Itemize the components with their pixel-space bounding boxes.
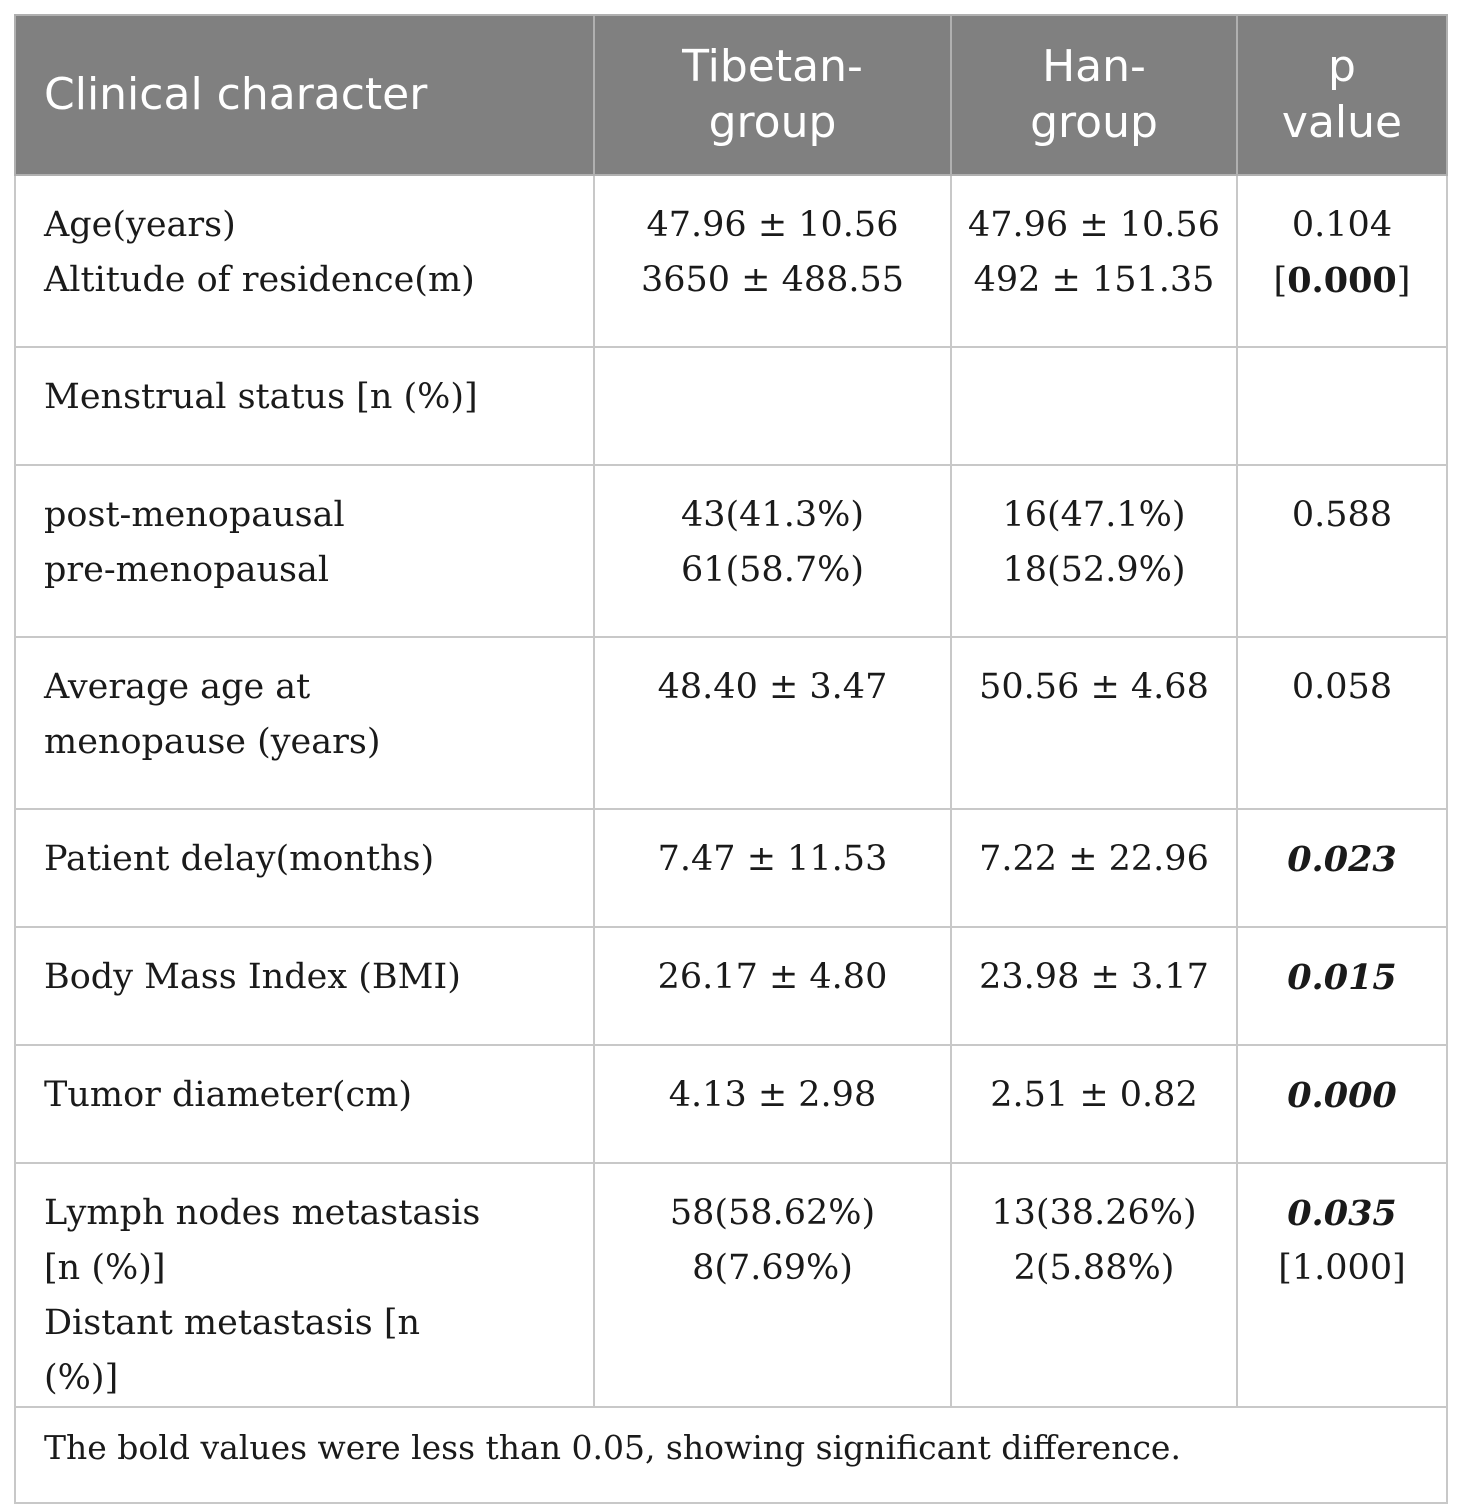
cell-value: 3650 ± 488.55 (640, 260, 905, 300)
cell-value-bracketed: [0.000] (1248, 253, 1436, 309)
header-col3-line1: Han- (1042, 41, 1146, 92)
cell-value: 8(7.69%) (692, 1248, 853, 1288)
cell-value: 16(47.1%) (1002, 495, 1186, 535)
label-age: Age(years) (44, 205, 236, 245)
tibetan-cell (593, 346, 952, 466)
header-col2-line1: Tibetan- (682, 41, 863, 92)
tibetan-cell: 43(41.3%) 61(58.7%) (593, 464, 952, 638)
cell-value: 0.104 (1291, 205, 1393, 245)
tibetan-cell: 26.17 ± 4.80 (593, 926, 952, 1046)
header-han-group: Han- group (950, 14, 1238, 176)
p-value-cell: 0.035 [1.000] (1236, 1162, 1448, 1408)
cell-value: 492 ± 151.35 (973, 260, 1215, 300)
tibetan-cell: 58(58.62%) 8(7.69%) (593, 1162, 952, 1408)
cell-value: 50.56 ± 4.68 (979, 667, 1209, 707)
han-cell: 47.96 ± 10.56 492 ± 151.35 (950, 174, 1238, 348)
han-cell: 16(47.1%) 18(52.9%) (950, 464, 1238, 638)
cell-value: [1.000] (1278, 1248, 1406, 1288)
cell-value: 43(41.3%) (680, 495, 865, 535)
bracket-open: [ (1273, 261, 1288, 301)
label-average-age-menopause: Average age at menopause (years) (44, 667, 381, 762)
clinical-characteristics-table: Clinical character Tibetan- group Han- g… (14, 14, 1448, 1504)
tibetan-cell: 48.40 ± 3.47 (593, 636, 952, 810)
bold-value: 0.000 (1287, 260, 1397, 301)
header-clinical-character: Clinical character (14, 14, 595, 176)
p-value-cell: 0.023 (1236, 808, 1448, 928)
p-value-cell: 0.588 (1236, 464, 1448, 638)
row-label: Body Mass Index (BMI) (14, 926, 595, 1046)
table-row: Age(years) Altitude of residence(m) 47.9… (14, 174, 1448, 348)
table-row: Patient delay(months) 7.47 ± 11.53 7.22 … (14, 808, 1448, 928)
cell-value: 48.40 ± 3.47 (657, 667, 888, 707)
cell-value: 23.98 ± 3.17 (979, 957, 1209, 997)
label-tumor-diameter: Tumor diameter(cm) (44, 1075, 412, 1115)
tibetan-cell: 4.13 ± 2.98 (593, 1044, 952, 1164)
cell-value: 7.22 ± 22.96 (979, 839, 1209, 879)
row-label: post-menopausal pre-menopausal (14, 464, 595, 638)
label-post-menopausal: post-menopausal (44, 495, 345, 535)
cell-value: 4.13 ± 2.98 (668, 1075, 877, 1115)
p-value-cell: 0.058 (1236, 636, 1448, 810)
han-cell: 13(38.26%) 2(5.88%) (950, 1162, 1238, 1408)
cell-value: 13(38.26%) (991, 1193, 1197, 1233)
table-row: Average age at menopause (years) 48.40 ±… (14, 636, 1448, 810)
p-value-cell: 0.104 [0.000] (1236, 174, 1448, 348)
row-label: Tumor diameter(cm) (14, 1044, 595, 1164)
bracket-close: ] (1396, 261, 1411, 301)
table-row: Lymph nodes metastasis [n (%)] Distant m… (14, 1162, 1448, 1408)
label-pre-menopausal: pre-menopausal (44, 550, 330, 590)
significant-value: 0.035 (1287, 1193, 1397, 1234)
han-cell (950, 346, 1238, 466)
label-lymph-nodes: Lymph nodes metastasis [n (%)] (44, 1193, 481, 1288)
cell-value: 2(5.88%) (1013, 1248, 1175, 1288)
label-menstrual-status: Menstrual status [n (%)] (44, 377, 478, 417)
tibetan-cell: 7.47 ± 11.53 (593, 808, 952, 928)
cell-value: 2.51 ± 0.82 (990, 1075, 1198, 1115)
row-label: Patient delay(months) (14, 808, 595, 928)
row-label: Lymph nodes metastasis [n (%)] Distant m… (14, 1162, 595, 1408)
significant-value: 0.015 (1287, 957, 1397, 998)
cell-value: 47.96 ± 10.56 (968, 205, 1220, 245)
han-cell: 23.98 ± 3.17 (950, 926, 1238, 1046)
han-cell: 2.51 ± 0.82 (950, 1044, 1238, 1164)
significant-value: 0.000 (1287, 1075, 1397, 1116)
significant-value: 0.023 (1287, 839, 1397, 880)
cell-value: 58(58.62%) (669, 1193, 876, 1233)
header-col3-line2: group (1030, 97, 1158, 148)
han-cell: 50.56 ± 4.68 (950, 636, 1238, 810)
label-altitude: Altitude of residence(m) (44, 260, 475, 300)
label-bmi: Body Mass Index (BMI) (44, 957, 461, 997)
header-col1-text: Clinical character (44, 69, 428, 120)
p-value-cell (1236, 346, 1448, 466)
footnote: The bold values were less than 0.05, sho… (14, 1406, 1448, 1504)
header-tibetan-group: Tibetan- group (593, 14, 952, 176)
table-row: Menstrual status [n (%)] (14, 346, 1448, 466)
cell-value: 47.96 ± 10.56 (646, 205, 899, 245)
han-cell: 7.22 ± 22.96 (950, 808, 1238, 928)
row-label: Average age at menopause (years) (14, 636, 595, 810)
table-row: post-menopausal pre-menopausal 43(41.3%)… (14, 464, 1448, 638)
header-col4-line2: value (1281, 97, 1403, 148)
header-col4-line1: p (1328, 41, 1356, 92)
cell-value: 7.47 ± 11.53 (657, 839, 888, 879)
cell-value: 18(52.9%) (1002, 550, 1186, 590)
label-patient-delay: Patient delay(months) (44, 839, 435, 879)
cell-value: 26.17 ± 4.80 (657, 957, 888, 997)
footnote-row: The bold values were less than 0.05, sho… (14, 1406, 1448, 1504)
table-row: Body Mass Index (BMI) 26.17 ± 4.80 23.98… (14, 926, 1448, 1046)
row-label: Age(years) Altitude of residence(m) (14, 174, 595, 348)
header-col2-line2: group (708, 97, 837, 148)
cell-value: 61(58.7%) (680, 550, 865, 590)
cell-value: 0.588 (1291, 495, 1393, 535)
header-p-value: p value (1236, 14, 1448, 176)
row-label: Menstrual status [n (%)] (14, 346, 595, 466)
table-row: Tumor diameter(cm) 4.13 ± 2.98 2.51 ± 0.… (14, 1044, 1448, 1164)
p-value-cell: 0.000 (1236, 1044, 1448, 1164)
tibetan-cell: 47.96 ± 10.56 3650 ± 488.55 (593, 174, 952, 348)
cell-value: 0.058 (1291, 667, 1393, 707)
header-row: Clinical character Tibetan- group Han- g… (14, 14, 1448, 176)
p-value-cell: 0.015 (1236, 926, 1448, 1046)
